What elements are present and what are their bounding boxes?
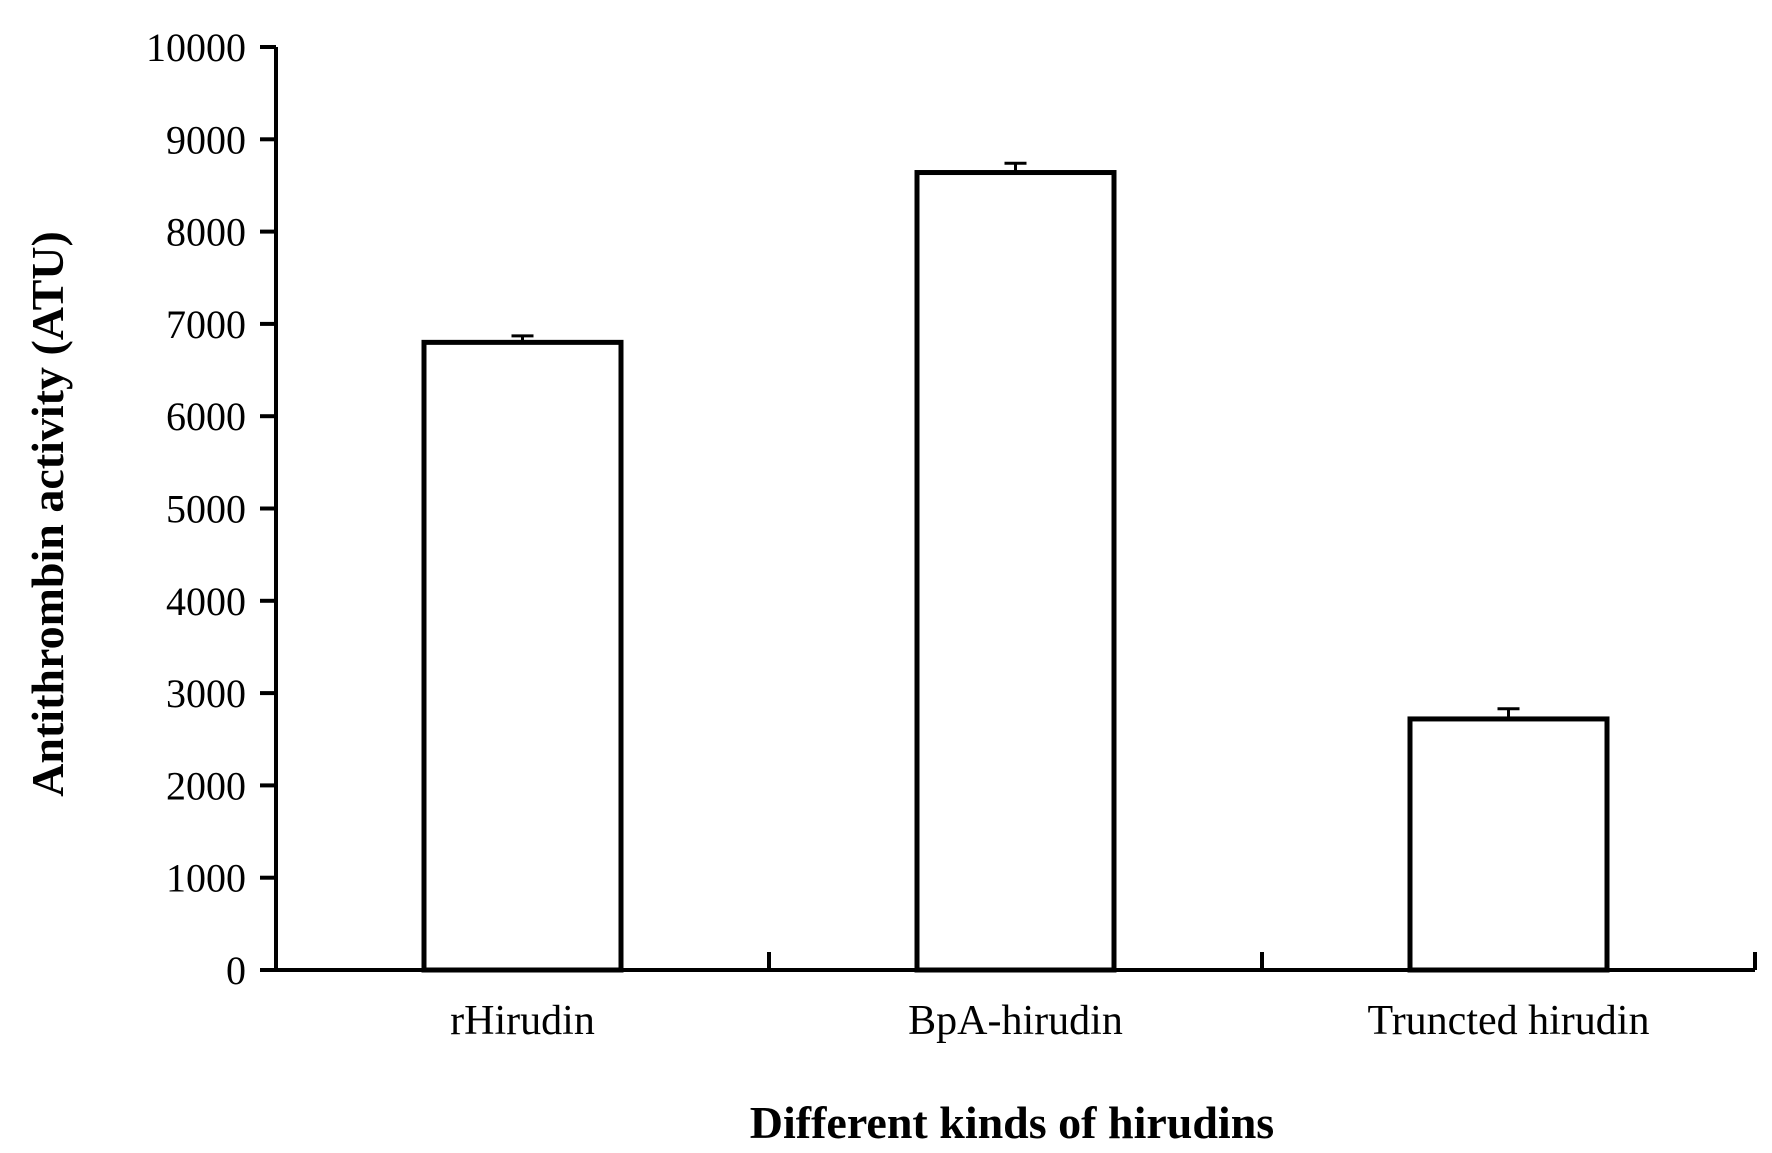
- y-tick-label: 6000: [166, 394, 246, 439]
- x-tick-label: Truncted hirudin: [1368, 998, 1650, 1044]
- bar-bpa-hirudin: [914, 170, 1117, 973]
- y-tick-label: 3000: [166, 671, 246, 716]
- y-tick-label: 9000: [166, 117, 246, 162]
- y-tick-label: 7000: [166, 302, 246, 347]
- y-tick-label: 1000: [166, 856, 246, 901]
- y-tick-label: 0: [226, 948, 246, 993]
- y-tick-label: 10000: [146, 25, 246, 70]
- y-tick-label: 4000: [166, 579, 246, 624]
- x-tick-label: rHirudin: [450, 998, 595, 1044]
- x-axis-title: Different kinds of hirudins: [750, 1097, 1274, 1148]
- bars: [421, 161, 1610, 973]
- y-axis: 0 1000 2000 3000 4000 5000 6000 7000 8000 9000 100…: [146, 25, 278, 993]
- y-tick-label: 8000: [166, 210, 246, 255]
- y-tick-label: 5000: [166, 487, 246, 532]
- y-tick-label: 2000: [166, 763, 246, 808]
- bar-truncted-hirudin: [1407, 716, 1610, 973]
- x-tick-label: BpA-hirudin: [908, 998, 1123, 1044]
- y-axis-title: Antithrombin activity (ATU): [22, 231, 73, 797]
- bar-rhirudin: [421, 339, 624, 973]
